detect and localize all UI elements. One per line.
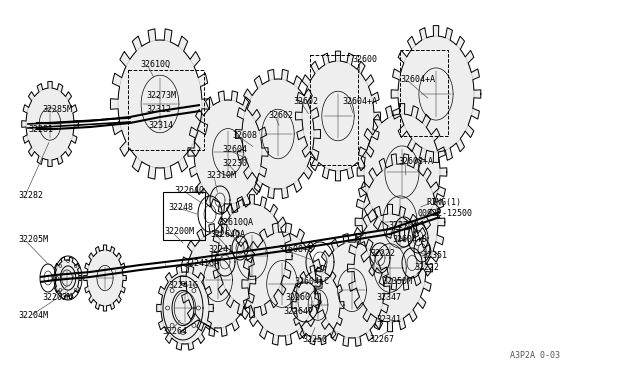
- Text: 32264P: 32264P: [283, 308, 313, 317]
- Text: 32608: 32608: [232, 131, 257, 141]
- Polygon shape: [180, 224, 256, 336]
- Text: 32222: 32222: [414, 263, 439, 273]
- Text: 32350M: 32350M: [382, 276, 412, 285]
- Text: 32610Q: 32610Q: [140, 60, 170, 68]
- Polygon shape: [157, 266, 213, 350]
- Text: 32230: 32230: [222, 160, 247, 169]
- Text: 32285M: 32285M: [42, 106, 72, 115]
- Polygon shape: [22, 81, 78, 167]
- Text: 32351: 32351: [422, 251, 447, 260]
- Polygon shape: [84, 245, 126, 311]
- Text: 32604: 32604: [222, 145, 247, 154]
- Text: 32260: 32260: [285, 294, 310, 302]
- Text: 32205M: 32205M: [18, 235, 48, 244]
- Polygon shape: [212, 195, 292, 317]
- Text: 32602: 32602: [293, 96, 318, 106]
- Text: 32241: 32241: [208, 246, 233, 254]
- Text: 32264Q: 32264Q: [174, 186, 204, 195]
- Text: 32341: 32341: [376, 314, 401, 324]
- Bar: [310, 55, 358, 165]
- Bar: [128, 70, 204, 150]
- Polygon shape: [111, 29, 209, 179]
- Text: 32604+C: 32604+C: [294, 278, 329, 286]
- Text: 32610QA: 32610QA: [218, 218, 253, 227]
- Text: 32312: 32312: [146, 106, 171, 115]
- Polygon shape: [53, 257, 81, 299]
- Text: 32314: 32314: [148, 122, 173, 131]
- Polygon shape: [348, 204, 433, 332]
- Polygon shape: [357, 103, 447, 240]
- Text: 32310M: 32310M: [206, 171, 236, 180]
- Text: 32204M: 32204M: [18, 311, 48, 321]
- Polygon shape: [355, 154, 445, 290]
- Polygon shape: [296, 51, 380, 181]
- Text: 32267: 32267: [369, 334, 394, 343]
- Text: 32248: 32248: [168, 202, 193, 212]
- Text: 32347: 32347: [376, 294, 401, 302]
- Polygon shape: [242, 223, 322, 345]
- Text: 32264QA: 32264QA: [210, 230, 245, 238]
- Polygon shape: [236, 70, 321, 199]
- Polygon shape: [188, 91, 268, 213]
- Text: 32264: 32264: [162, 327, 187, 337]
- Polygon shape: [292, 265, 344, 345]
- Text: 32281: 32281: [28, 125, 53, 135]
- Text: 32241G: 32241G: [168, 280, 198, 289]
- Polygon shape: [314, 234, 390, 346]
- Text: 32602: 32602: [268, 112, 293, 121]
- Text: 32604+A: 32604+A: [400, 76, 435, 84]
- Text: 32203M: 32203M: [42, 294, 72, 302]
- Text: 32273M: 32273M: [146, 90, 176, 99]
- Text: 32222: 32222: [370, 250, 395, 259]
- Text: A3P2A 0-03: A3P2A 0-03: [510, 351, 560, 360]
- Text: 32200M: 32200M: [164, 228, 194, 237]
- Text: 32270: 32270: [388, 221, 413, 231]
- Text: 32250: 32250: [302, 336, 327, 344]
- Bar: [400, 50, 448, 136]
- Text: 32604+D: 32604+D: [392, 235, 427, 244]
- Text: 32600: 32600: [352, 55, 377, 64]
- Polygon shape: [391, 26, 481, 163]
- Text: 00922-12500: 00922-12500: [418, 209, 473, 218]
- Text: 32282: 32282: [18, 192, 43, 201]
- Text: 32608+A: 32608+A: [398, 157, 433, 167]
- Bar: [163, 192, 205, 240]
- Text: 32241GA: 32241GA: [184, 260, 219, 269]
- Text: 32608+B: 32608+B: [278, 246, 313, 254]
- Text: 32604+A: 32604+A: [342, 96, 377, 106]
- Text: RING(1): RING(1): [426, 198, 461, 206]
